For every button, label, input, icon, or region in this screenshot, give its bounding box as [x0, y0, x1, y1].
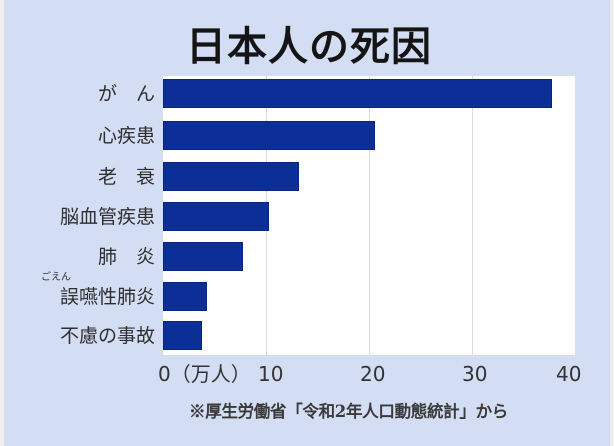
source-note: ※厚生労働省「令和2年人口動態統計」から	[189, 402, 508, 421]
bar-2	[163, 121, 375, 150]
x-tick-label: 20	[360, 362, 386, 386]
bar-5	[163, 242, 243, 271]
bar-3	[163, 162, 299, 191]
category-label: 心疾患	[97, 125, 155, 147]
x-tick-label: 10	[258, 362, 284, 386]
bar-4	[163, 202, 269, 231]
category-label: 肺 炎	[97, 246, 155, 268]
category-label: 誤嚥性肺炎	[59, 286, 155, 308]
plot-area	[163, 76, 575, 355]
x-tick-label: 0（万人）	[158, 362, 251, 386]
bar-6	[163, 282, 207, 311]
category-label: が ん	[97, 83, 155, 105]
ruby-reading: ごえん	[41, 272, 71, 283]
gridline-20	[369, 76, 370, 355]
x-tick-label: 30	[462, 362, 488, 386]
chart-title: 日本人の死因	[186, 24, 432, 70]
category-label: 脳血管疾患	[59, 206, 155, 228]
bar-7	[163, 321, 202, 350]
category-label: 老 衰	[97, 166, 155, 188]
gridline-30	[472, 76, 473, 355]
category-label: 不慮の事故	[59, 325, 155, 347]
x-tick-label: 40	[556, 362, 582, 386]
bar-1	[163, 79, 552, 108]
